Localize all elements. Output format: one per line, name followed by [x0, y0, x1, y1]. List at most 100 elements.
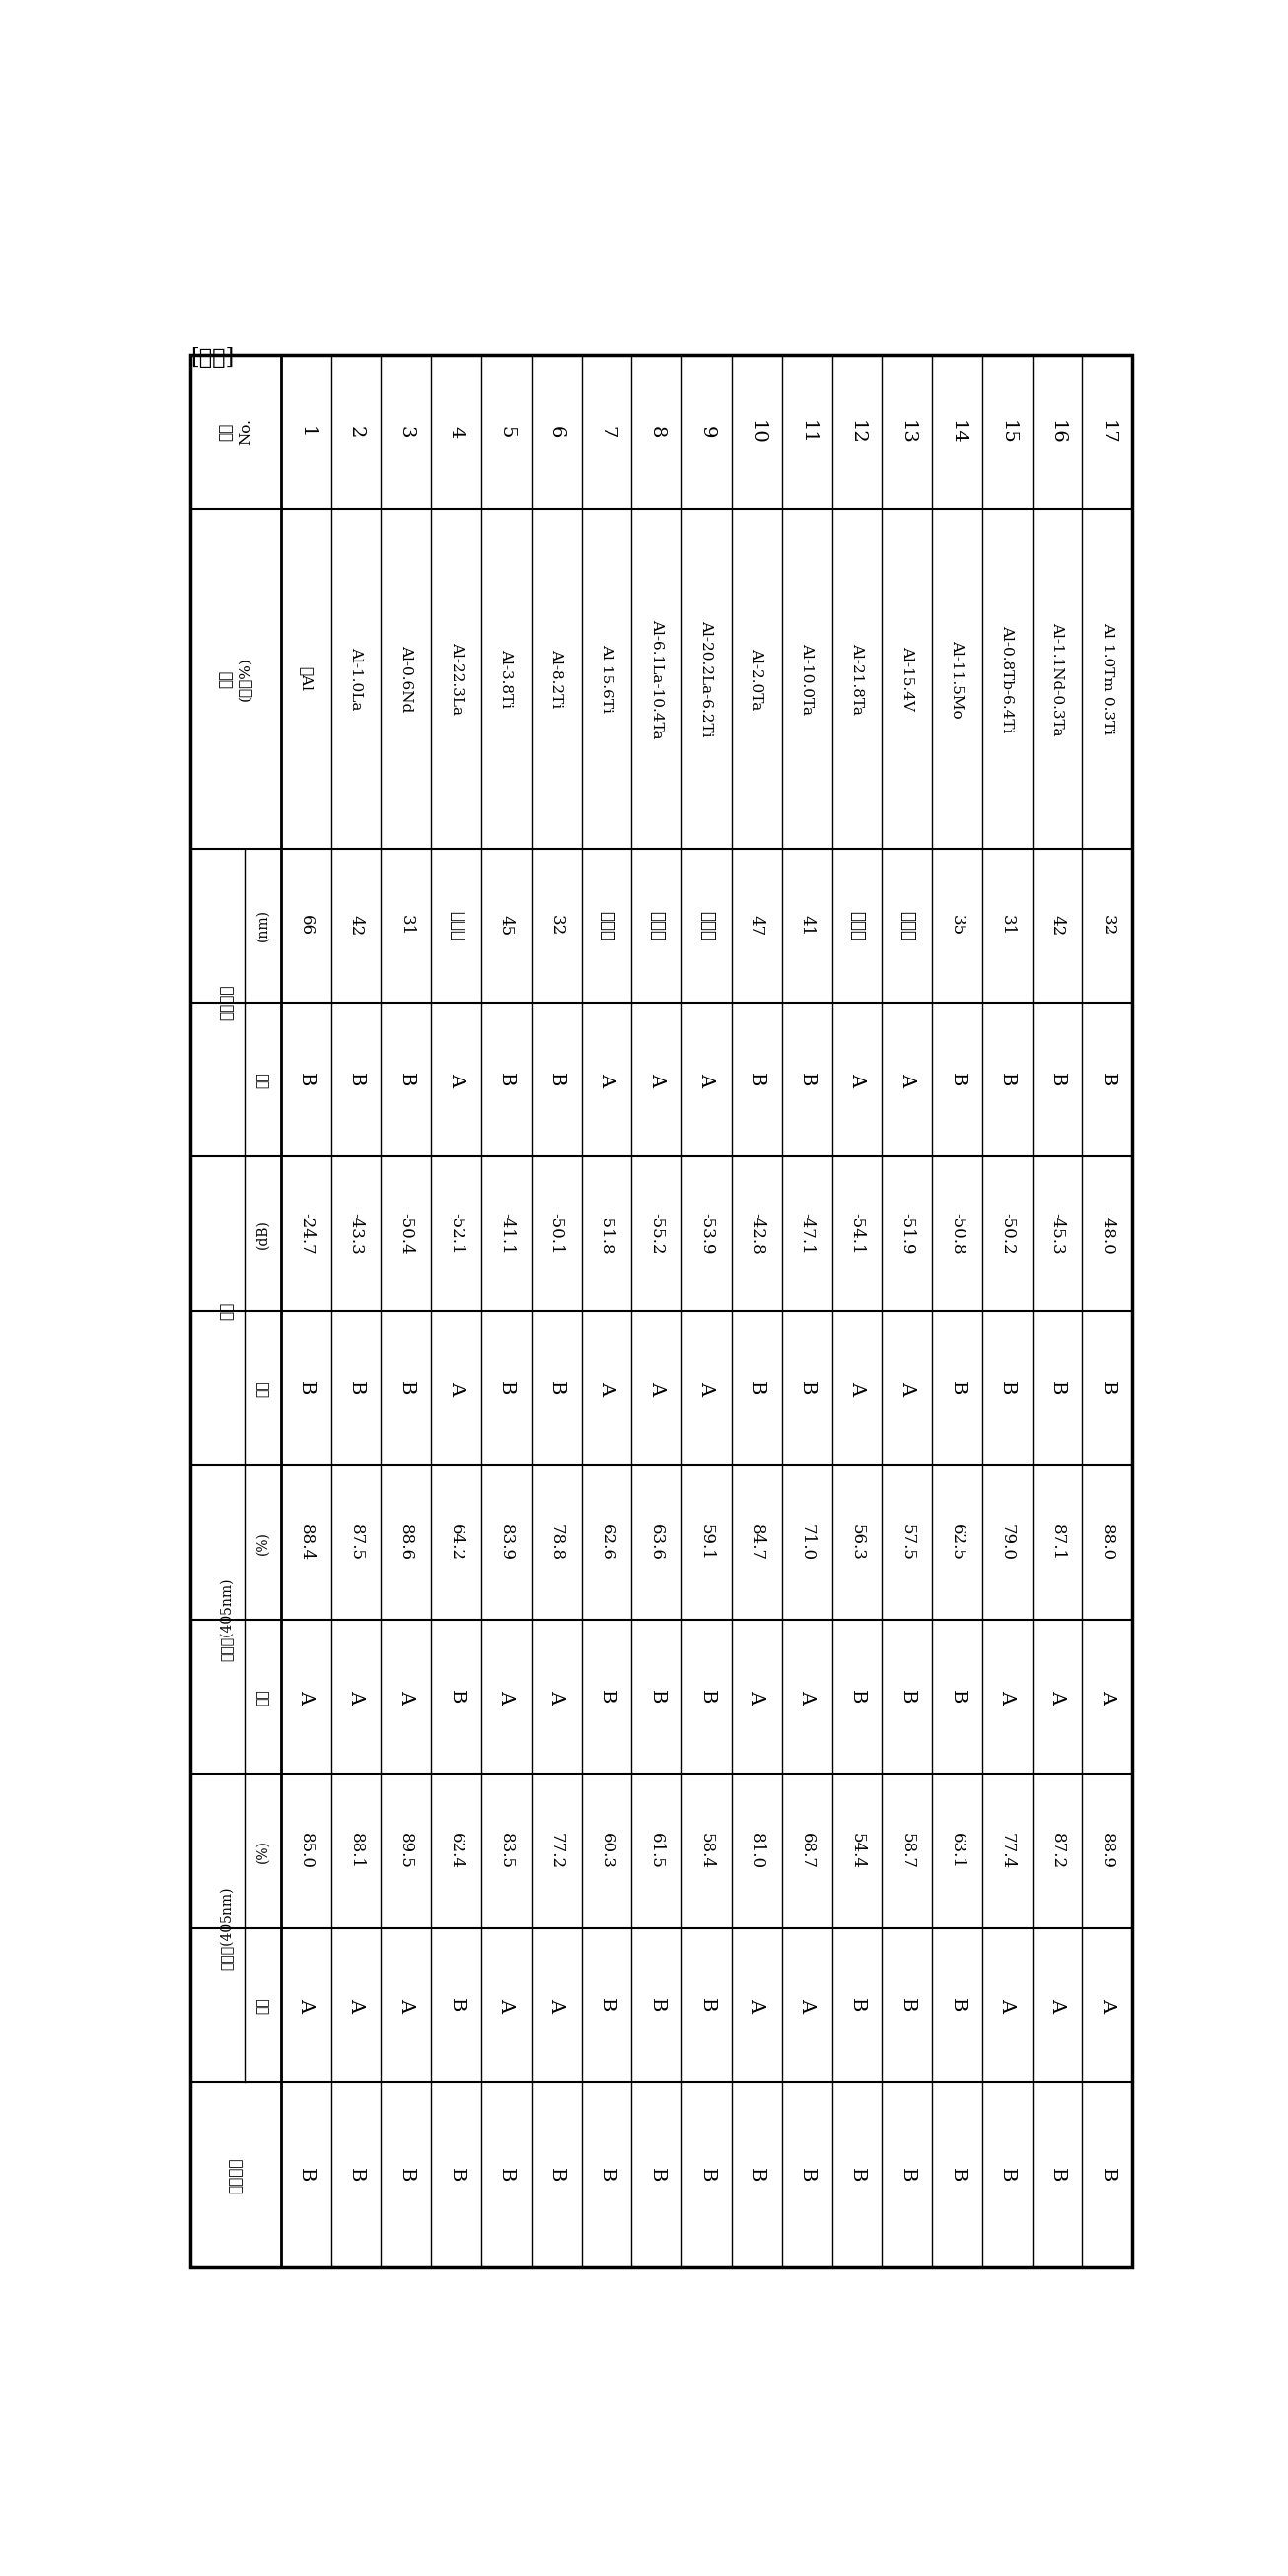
Text: 87.2: 87.2: [1048, 1832, 1065, 1870]
Text: 微晶体: 微晶体: [698, 912, 715, 940]
Text: 11: 11: [799, 420, 815, 443]
Text: B: B: [898, 2169, 916, 2182]
Text: -54.1: -54.1: [849, 1213, 866, 1255]
Text: 3: 3: [397, 425, 415, 438]
Text: B: B: [1099, 2169, 1117, 2182]
Text: 42: 42: [348, 914, 365, 935]
Text: B: B: [998, 1072, 1016, 1087]
Text: A: A: [1048, 1690, 1066, 1703]
Text: -51.9: -51.9: [899, 1213, 916, 1255]
Text: B: B: [998, 1381, 1016, 1396]
Text: 判定: 判定: [256, 1687, 269, 1705]
Text: 56.3: 56.3: [849, 1525, 866, 1561]
Text: 17: 17: [1099, 420, 1117, 443]
Text: Al-0.6Nd: Al-0.6Nd: [399, 644, 413, 714]
Text: Al-1.1Nd-0.3Ta: Al-1.1Nd-0.3Ta: [1051, 621, 1064, 737]
Text: B: B: [397, 1381, 415, 1396]
Text: -51.8: -51.8: [598, 1213, 614, 1255]
Text: B: B: [848, 1690, 866, 1703]
Text: B: B: [547, 1072, 565, 1087]
Text: 反射率(405nm): 反射率(405nm): [220, 1579, 234, 1662]
Text: 54.4: 54.4: [849, 1834, 866, 1870]
Text: A: A: [799, 1999, 815, 2012]
Text: 66: 66: [298, 914, 314, 935]
Text: B: B: [447, 1999, 465, 2012]
Text: -48.0: -48.0: [1099, 1213, 1115, 1255]
Text: 14: 14: [948, 420, 966, 443]
Text: Al-1.0Tm-0.3Ti: Al-1.0Tm-0.3Ti: [1100, 623, 1114, 734]
Text: 89.5: 89.5: [398, 1834, 415, 1870]
Text: 62.5: 62.5: [949, 1525, 966, 1561]
Text: A: A: [1099, 1690, 1117, 1703]
Text: A: A: [799, 1690, 815, 1703]
Text: 45: 45: [498, 914, 515, 935]
Text: -55.2: -55.2: [648, 1213, 665, 1255]
Text: 反射率(405nm): 反射率(405nm): [220, 1886, 234, 1971]
Text: 1: 1: [298, 425, 314, 438]
Text: (%): (%): [256, 1839, 269, 1862]
Text: -42.8: -42.8: [748, 1213, 765, 1255]
Text: A: A: [698, 1381, 716, 1396]
Text: B: B: [648, 1690, 666, 1703]
Text: -53.9: -53.9: [698, 1213, 715, 1255]
Text: 81.0: 81.0: [748, 1832, 765, 1870]
Text: [表１]: [表１]: [191, 348, 234, 368]
Text: 57.5: 57.5: [899, 1525, 916, 1561]
Text: -50.1: -50.1: [549, 1213, 565, 1255]
Text: 5: 5: [497, 425, 515, 438]
Text: B: B: [748, 1381, 765, 1396]
Text: -50.8: -50.8: [949, 1213, 966, 1255]
Text: -24.7: -24.7: [298, 1213, 314, 1255]
Text: 7: 7: [598, 425, 616, 438]
Text: 综合判定: 综合判定: [229, 2156, 242, 2192]
Text: B: B: [998, 2169, 1016, 2182]
Text: B: B: [1099, 1381, 1117, 1396]
Text: B: B: [1048, 1072, 1066, 1087]
Text: B: B: [598, 2169, 616, 2182]
Text: B: B: [1048, 2169, 1066, 2182]
Text: 判定: 判定: [256, 1381, 269, 1396]
Text: 78.8: 78.8: [549, 1525, 565, 1561]
Text: 32: 32: [1099, 914, 1115, 935]
Text: -50.4: -50.4: [398, 1213, 415, 1255]
Text: A: A: [497, 1690, 515, 1703]
Text: Al-2.0Ta: Al-2.0Ta: [750, 647, 764, 711]
Text: 10: 10: [748, 420, 765, 443]
Text: 87.5: 87.5: [348, 1525, 365, 1561]
Text: 微晶体: 微晶体: [448, 912, 465, 940]
Text: B: B: [298, 1072, 314, 1087]
Text: B: B: [748, 1072, 765, 1087]
Text: Al-11.5Mo: Al-11.5Mo: [951, 639, 963, 719]
Text: 58.4: 58.4: [698, 1834, 715, 1870]
Text: A: A: [998, 1999, 1016, 2012]
Text: A: A: [648, 1381, 666, 1396]
Text: A: A: [397, 1690, 415, 1703]
Text: B: B: [648, 2169, 666, 2182]
Text: 35: 35: [949, 914, 966, 935]
Text: B: B: [397, 2169, 415, 2182]
Text: B: B: [648, 1999, 666, 2012]
Text: B: B: [948, 1072, 966, 1087]
Text: 微晶体: 微晶体: [899, 912, 916, 940]
Text: B: B: [497, 1381, 515, 1396]
Text: 8: 8: [648, 425, 666, 438]
Text: B: B: [447, 2169, 465, 2182]
Text: A: A: [447, 1381, 465, 1396]
Text: 31: 31: [998, 914, 1016, 935]
Text: 31: 31: [398, 914, 415, 935]
Text: B: B: [298, 1381, 314, 1396]
Text: 12: 12: [848, 420, 866, 443]
Text: B: B: [348, 1381, 365, 1396]
Text: 85.0: 85.0: [298, 1834, 314, 1870]
Text: B: B: [1099, 1072, 1117, 1087]
Text: Al-20.2La-6.2Ti: Al-20.2La-6.2Ti: [699, 621, 714, 737]
Text: A: A: [1048, 1999, 1066, 2012]
Text: 61.5: 61.5: [648, 1834, 665, 1870]
Text: 純Al: 純Al: [299, 667, 313, 690]
Text: (%): (%): [256, 1530, 269, 1553]
Text: B: B: [348, 1072, 365, 1087]
Text: B: B: [799, 2169, 815, 2182]
Text: 68.7: 68.7: [799, 1834, 815, 1870]
Text: Al-15.4V: Al-15.4V: [900, 647, 914, 711]
Text: 79.0: 79.0: [998, 1525, 1016, 1561]
